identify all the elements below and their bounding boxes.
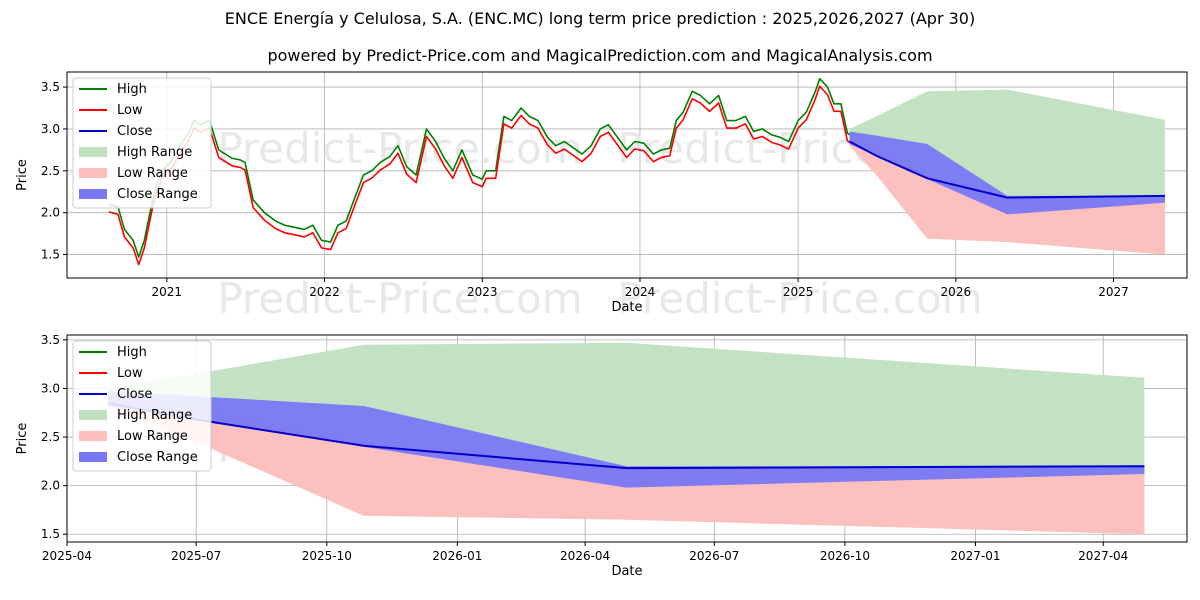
legend-box <box>72 340 212 472</box>
x-tick-label: 2027-01 <box>950 549 1000 563</box>
close-forecast-line <box>849 140 1165 199</box>
y-tick-label: 1.5 <box>41 248 60 262</box>
y-tick-label: 3.5 <box>41 80 60 94</box>
x-tick-label: 2025-07 <box>171 549 221 563</box>
legend-label: Close Range <box>117 187 198 202</box>
legend-label: High <box>117 82 147 97</box>
x-tick-label: 2026-04 <box>560 549 610 563</box>
low-range-band <box>108 393 1145 535</box>
legend-label: High Range <box>117 145 192 160</box>
x-tick-label: 2025-04 <box>42 549 92 563</box>
chart-title: ENCE Energía y Celulosa, S.A. (ENC.MC) l… <box>224 9 976 28</box>
low-price-line <box>108 85 851 266</box>
y-tick-label: 1.5 <box>41 527 60 541</box>
lower-plot: Predict-Price.comPredict-Price.com2025-0… <box>15 333 1188 579</box>
x-tick-label: 2027 <box>1098 285 1129 299</box>
y-tick-label: 2.0 <box>41 206 60 220</box>
low-range-band <box>849 133 1165 255</box>
legend-box <box>72 77 212 209</box>
x-tick-label: 2025 <box>783 285 814 299</box>
chart-subtitle: powered by Predict-Price.com and Magical… <box>267 46 933 65</box>
y-tick-label: 3.0 <box>41 381 60 395</box>
y-tick-label: 3.0 <box>41 122 60 136</box>
legend-swatch <box>79 147 107 157</box>
x-tick-label: 2024 <box>625 285 656 299</box>
upper-plot: Predict-Price.com Predict-Price.comPredic… <box>15 71 1188 323</box>
y-tick-label: 2.5 <box>41 430 60 444</box>
plot-frame <box>66 71 1188 279</box>
legend-label: Low Range <box>117 166 188 181</box>
legend-swatch <box>79 452 107 462</box>
legend-label: Low Range <box>117 429 188 444</box>
y-axis-label: Price <box>15 159 30 191</box>
watermark: Predict-Price.com <box>617 274 982 323</box>
legend-label: High Range <box>117 408 192 423</box>
legend-label: Close Range <box>117 450 198 465</box>
y-tick-label: 2.5 <box>41 164 60 178</box>
x-tick-label: 2026-01 <box>432 549 482 563</box>
y-tick-label: 3.5 <box>41 333 60 347</box>
y-axis-label: Price <box>15 423 30 455</box>
legend-label: Low <box>117 366 143 381</box>
legend-swatch <box>79 410 107 420</box>
x-axis-label: Date <box>611 564 642 579</box>
legend-label: Low <box>117 103 143 118</box>
close-range-band <box>849 131 1165 215</box>
x-tick-label: 2026 <box>941 285 972 299</box>
legend-swatch <box>79 189 107 199</box>
x-tick-label: 2026-07 <box>689 549 739 563</box>
legend-label: High <box>117 345 147 360</box>
close-range-band <box>108 391 1145 488</box>
x-tick-label: 2022 <box>309 285 340 299</box>
watermark: Predict-Price.com <box>217 274 582 323</box>
legend: High Low Close High Range Low Range Close Ran… <box>72 340 212 472</box>
legend-label: Close <box>117 387 152 402</box>
y-tick-label: 2.0 <box>41 479 60 493</box>
x-tick-label: 2027-04 <box>1078 549 1128 563</box>
high-price-line <box>108 77 851 258</box>
legend: High Low Close High Range Low Range Close Ran… <box>72 77 212 209</box>
x-tick-label: 2026-10 <box>820 549 870 563</box>
legend-swatch <box>79 431 107 441</box>
plot-frame <box>66 334 1188 543</box>
x-tick-label: 2023 <box>467 285 498 299</box>
x-tick-label: 2025-10 <box>302 549 352 563</box>
legend-label: Close <box>117 124 152 139</box>
legend-swatch <box>79 168 107 178</box>
x-tick-label: 2021 <box>152 285 183 299</box>
x-axis-label: Date <box>611 300 642 315</box>
